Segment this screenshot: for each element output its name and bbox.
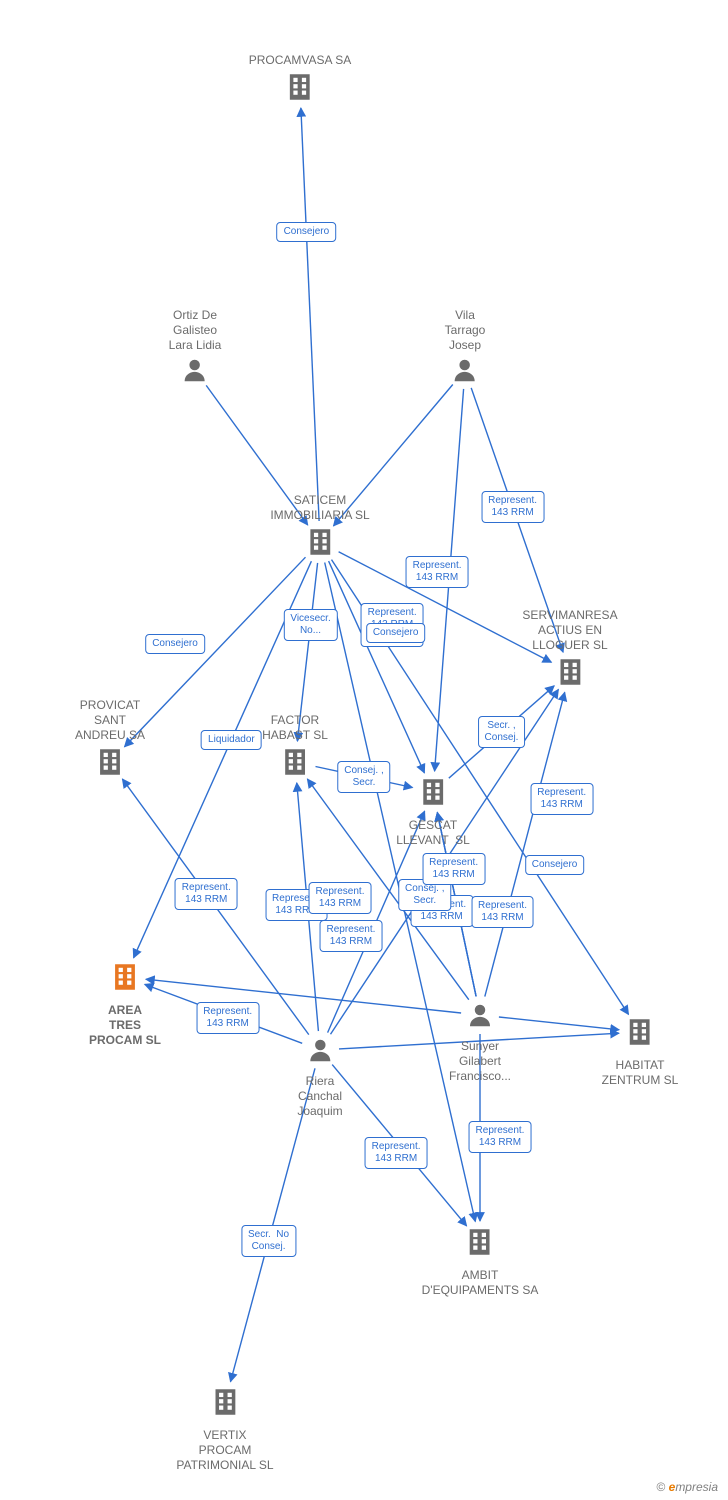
node-label: AMBITD'EQUIPAMENTS SA — [422, 1268, 539, 1298]
node-label: VERTIXPROCAMPATRIMONIAL SL — [176, 1428, 273, 1473]
edge-saticem-ambit — [325, 563, 476, 1222]
edge-saticem-procamvasa — [301, 108, 319, 521]
company-icon — [283, 70, 317, 104]
edge-label: Consej. ,Secr. — [337, 761, 390, 793]
edge-label: Consejero — [277, 222, 337, 242]
edge-label: Represent.143 RRM — [530, 783, 593, 815]
company-icon — [108, 960, 142, 994]
edge-label: Represent.143 RRMConsej. — [361, 603, 424, 647]
copyright-symbol: © — [656, 1480, 665, 1494]
edge-label: Secr. ,Consej. — [478, 716, 526, 748]
edge-label: Represent.143 RRM — [365, 1137, 428, 1169]
node-servimanresa[interactable]: SERVIMANRESAACTIUS ENLLOGUER SL — [522, 608, 617, 694]
edge-label: Vicesecr.No... — [283, 609, 337, 641]
node-label: PROVICATSANTANDREU SA — [75, 698, 145, 743]
edge-label: Represent.143 RRM — [481, 491, 544, 523]
node-vila[interactable]: VilaTarragoJosep — [445, 308, 486, 390]
company-icon — [553, 655, 587, 689]
node-gescat[interactable]: GESCATLLEVANT SL — [396, 775, 470, 848]
edge-label: Represent.143 RRM — [196, 1002, 259, 1034]
edge-label: Represent.143 RRM — [406, 556, 469, 588]
node-area[interactable]: AREATRESPROCAM SL — [89, 960, 161, 1048]
edge-label: Represent.143 RRM — [265, 889, 328, 921]
edge-label: Represent.143 RRM — [410, 895, 473, 927]
company-icon — [416, 775, 450, 809]
node-label: SATICEMIMMOBILIARIA SL — [270, 493, 369, 523]
node-label: AREATRESPROCAM SL — [89, 1003, 161, 1048]
company-icon — [463, 1225, 497, 1259]
edge-riera-factor — [297, 783, 319, 1031]
node-sunyer[interactable]: SunyerGilabertFrancisco... — [449, 1000, 511, 1084]
edge-label: Represent.143 RRM — [471, 896, 534, 928]
node-procamvasa[interactable]: PROCAMVASA SA — [249, 53, 351, 109]
node-label: SunyerGilabertFrancisco... — [449, 1039, 511, 1084]
node-ambit[interactable]: AMBITD'EQUIPAMENTS SA — [422, 1225, 539, 1298]
person-icon — [450, 355, 480, 385]
edge-label: Consejero — [145, 634, 205, 654]
person-icon — [465, 1000, 495, 1030]
edge-riera-area — [145, 984, 303, 1043]
node-vertix[interactable]: VERTIXPROCAMPATRIMONIAL SL — [176, 1385, 273, 1473]
edge-sunyer-area — [146, 979, 461, 1013]
edge-saticem-gescat — [329, 561, 425, 773]
node-ortiz[interactable]: Ortiz DeGalisteoLara Lidia — [169, 308, 222, 390]
edge-label: Secr. NoConsej. — [241, 1225, 296, 1257]
company-icon — [208, 1385, 242, 1419]
edge-label: Represent.143 RRM — [469, 1121, 532, 1153]
node-label: Ortiz DeGalisteoLara Lidia — [169, 308, 222, 353]
node-label: GESCATLLEVANT SL — [396, 818, 470, 848]
node-label: PROCAMVASA SA — [249, 53, 351, 68]
watermark: © empresia — [656, 1480, 718, 1494]
edge-label: Consej. ,Secr. — [398, 879, 451, 911]
edge-saticem-servimanresa — [339, 552, 552, 663]
edge-riera-servimanresa — [331, 690, 559, 1035]
node-label: RieraCanchalJoaquim — [297, 1074, 342, 1119]
node-label: VilaTarragoJosep — [445, 308, 486, 353]
edge-riera-ambit — [332, 1065, 466, 1226]
node-provicat[interactable]: PROVICATSANTANDREU SA — [75, 698, 145, 784]
edge-vila-gescat — [435, 389, 464, 771]
edge-label: Consejero — [366, 623, 426, 643]
node-label: HABITATZENTRUM SL — [602, 1058, 679, 1088]
person-icon — [180, 355, 210, 385]
node-riera[interactable]: RieraCanchalJoaquim — [297, 1035, 342, 1119]
brand-rest: mpresia — [675, 1480, 718, 1494]
node-label: FACTORHABAST SL — [262, 713, 328, 743]
edge-label: Represent.143 RRM — [319, 920, 382, 952]
edge-label: Represent.143 RRM — [309, 882, 372, 914]
node-label: SERVIMANRESAACTIUS ENLLOGUER SL — [522, 608, 617, 653]
edge-label: Represent.143 RRM — [175, 878, 238, 910]
edge-label: Represent.143 RRM — [422, 853, 485, 885]
edge-label: Consejero — [525, 855, 585, 875]
company-icon — [93, 745, 127, 779]
company-icon — [303, 525, 337, 559]
company-icon — [623, 1015, 657, 1049]
company-icon — [278, 745, 312, 779]
person-icon — [305, 1035, 335, 1065]
node-factor[interactable]: FACTORHABAST SL — [262, 713, 328, 784]
edge-gescat-servimanresa — [449, 686, 554, 778]
edge-sunyer-servimanresa — [485, 692, 565, 996]
edge-label: Liquidador — [201, 730, 262, 750]
node-saticem[interactable]: SATICEMIMMOBILIARIA SL — [270, 493, 369, 564]
node-habitat[interactable]: HABITATZENTRUM SL — [602, 1015, 679, 1088]
